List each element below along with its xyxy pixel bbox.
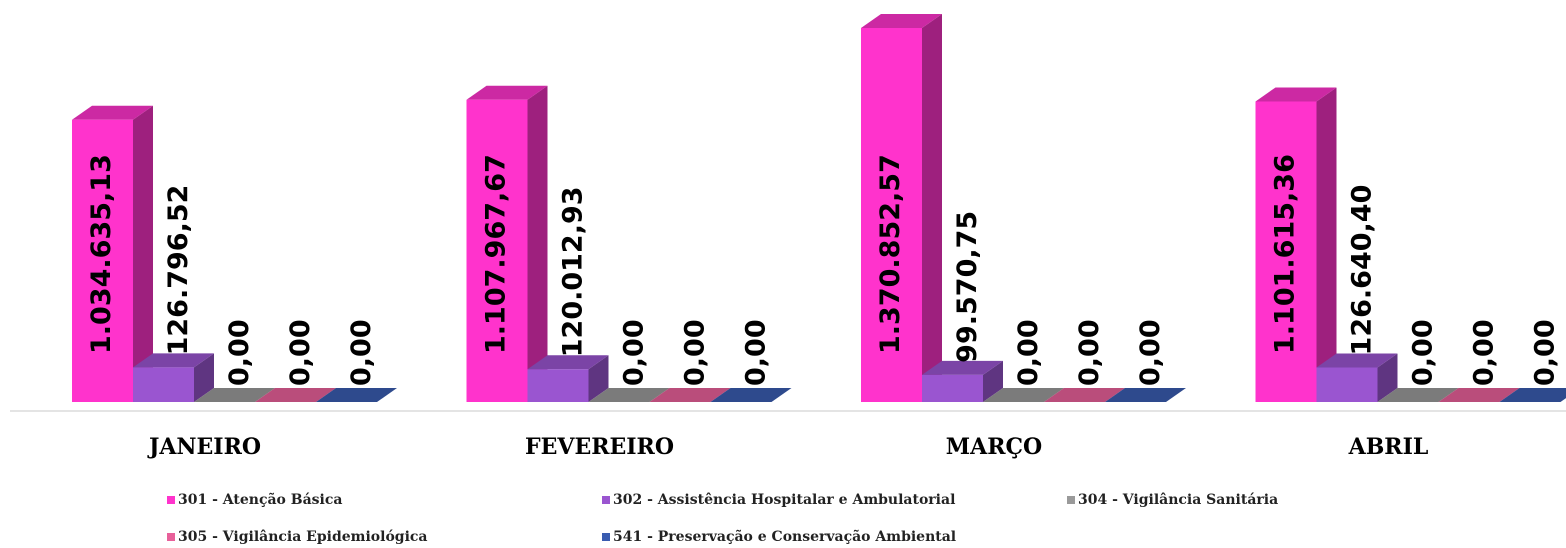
legend-label: 301 - Atenção Básica <box>178 491 342 508</box>
bar-top <box>466 85 548 100</box>
bar-top <box>710 388 792 402</box>
value-label: 0,00 <box>619 319 650 386</box>
value-label: 0,00 <box>1469 319 1500 386</box>
legend-swatch <box>602 533 610 541</box>
x-tick-label: FEVEREIRO <box>525 434 674 460</box>
bar-top <box>1377 388 1459 402</box>
bar-front <box>1316 367 1378 402</box>
bar-side <box>133 105 153 403</box>
bar <box>983 388 1064 402</box>
bar <box>649 388 731 402</box>
bar-side <box>194 353 214 402</box>
bar-front <box>72 119 133 403</box>
legend-label: 541 - Preservação e Conservação Ambienta… <box>613 528 956 545</box>
value-label: 0,00 <box>346 319 377 386</box>
bar-top <box>983 388 1064 402</box>
bar-top <box>316 388 397 402</box>
legend-label: 302 - Assistência Hospitalar e Ambulator… <box>613 492 955 508</box>
bar-front <box>466 99 528 403</box>
x-tick-label: ABRIL <box>1348 434 1429 460</box>
bar <box>255 388 336 402</box>
bar <box>1499 388 1566 402</box>
bar-top <box>133 353 214 368</box>
bar <box>527 355 609 402</box>
bar-side <box>588 355 609 402</box>
x-tick-label: MARÇO <box>946 434 1042 460</box>
value-label: 0,00 <box>680 319 711 386</box>
legend-swatch <box>1067 496 1075 504</box>
bar-front <box>1255 101 1317 403</box>
bar-top <box>194 388 275 402</box>
value-label: 1.370.852,57 <box>875 154 906 354</box>
bar-side <box>983 360 1003 402</box>
value-label: 1.034.635,13 <box>86 154 117 354</box>
value-label: 1.107.967,67 <box>481 154 512 354</box>
value-label: 99.570,75 <box>952 211 983 363</box>
bar-side <box>1316 87 1337 403</box>
bar <box>72 105 153 403</box>
bar-top <box>72 105 153 120</box>
value-label: 0,00 <box>1013 319 1044 386</box>
bar <box>1105 388 1186 402</box>
legend-swatch <box>602 496 610 504</box>
bar-top <box>1316 353 1398 368</box>
bar-top <box>1044 388 1125 402</box>
bar-front <box>922 374 983 402</box>
bar-top <box>861 14 942 28</box>
bar-top <box>1255 87 1337 102</box>
legend-label: 305 - Vigilância Epidemiológica <box>178 529 427 545</box>
value-label: 126.640,40 <box>1347 185 1378 356</box>
bar-side <box>1377 353 1398 402</box>
bar-front <box>527 369 589 402</box>
bar-side <box>527 85 548 403</box>
bar <box>1255 87 1337 403</box>
bar-side <box>922 14 942 402</box>
bar <box>316 388 397 402</box>
bar <box>922 360 1003 402</box>
value-label: 0,00 <box>1408 319 1439 386</box>
value-label: 0,00 <box>1135 319 1166 386</box>
bar-top <box>649 388 731 402</box>
x-tick-label: JANEIRO <box>147 434 261 460</box>
bar <box>861 14 942 402</box>
bar-top <box>1499 388 1566 402</box>
bar <box>1044 388 1125 402</box>
bar-top <box>527 355 609 370</box>
bar <box>710 388 792 402</box>
bar <box>1316 353 1398 402</box>
bar <box>1377 388 1459 402</box>
value-label: 0,00 <box>741 319 772 386</box>
bar <box>1438 388 1520 402</box>
bar-top <box>255 388 336 402</box>
bar-front <box>861 28 922 402</box>
value-label: 0,00 <box>285 319 316 386</box>
legend-swatch <box>167 496 175 504</box>
bar <box>133 353 214 402</box>
legend-label: 304 - Vigilância Sanitária <box>1078 492 1278 508</box>
bar-top <box>1105 388 1186 402</box>
value-label: 126.796,52 <box>163 185 194 356</box>
legend-swatch <box>167 533 175 541</box>
bar-top <box>1438 388 1520 402</box>
value-label: 120.012,93 <box>558 186 589 357</box>
bar <box>194 388 275 402</box>
value-label: 0,00 <box>224 319 255 386</box>
value-label: 1.101.615,36 <box>1270 154 1301 354</box>
bar-front <box>133 367 194 402</box>
value-label: 0,00 <box>1530 319 1561 386</box>
bar-top <box>922 360 1003 375</box>
bar <box>466 85 548 403</box>
value-label: 0,00 <box>1074 319 1105 386</box>
bar-top <box>588 388 670 402</box>
bar <box>588 388 670 402</box>
